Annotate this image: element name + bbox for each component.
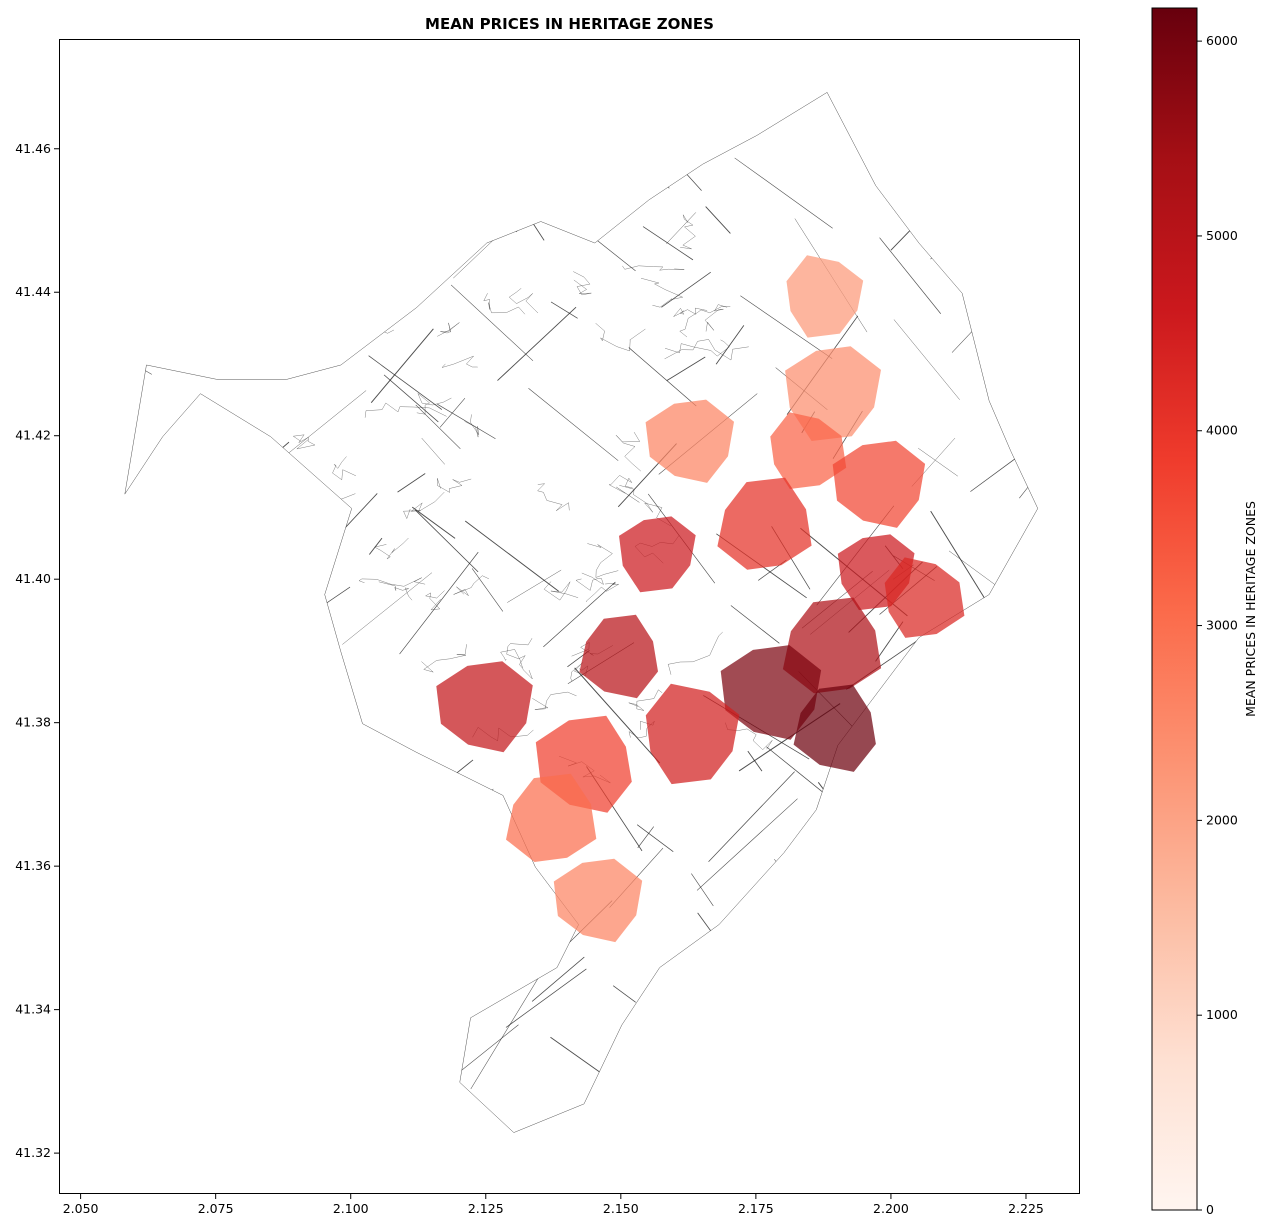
- colorbar-label: MEAN PRICES IN HERITAGE ZONES: [1243, 501, 1258, 717]
- heritage-zone: [645, 399, 734, 483]
- chart-title: MEAN PRICES IN HERITAGE ZONES: [425, 15, 714, 33]
- y-axis: 41.32 41.34 41.36 41.38 41.40 41.42 41.44 41.46: [15, 141, 59, 1160]
- colorbar-tick-label: 2000: [1206, 812, 1238, 827]
- heritage-zone: [579, 614, 658, 699]
- y-tick-label: 41.34: [15, 1002, 51, 1017]
- y-tick-label: 41.38: [15, 715, 51, 730]
- heritage-zone: [553, 858, 643, 943]
- x-tick-label: 2.225: [1008, 1201, 1044, 1216]
- heritage-zones-layer: [436, 255, 965, 943]
- y-tick-label: 41.32: [15, 1145, 51, 1160]
- y-tick-label: 41.42: [15, 428, 51, 443]
- colorbar-tick-label: 5000: [1206, 228, 1238, 243]
- heritage-zone: [720, 645, 822, 740]
- y-tick-label: 41.44: [15, 284, 51, 299]
- colorbar-tick-label: 6000: [1206, 33, 1238, 48]
- x-tick-label: 2.100: [333, 1201, 369, 1216]
- colorbar-tick-label: 0: [1206, 1202, 1214, 1217]
- x-tick-label: 2.075: [198, 1201, 234, 1216]
- x-tick-label: 2.150: [603, 1201, 639, 1216]
- y-tick-label: 41.46: [15, 141, 51, 156]
- y-tick-label: 41.36: [15, 858, 51, 873]
- heritage-zone: [786, 255, 864, 338]
- heritage-zone: [619, 516, 696, 593]
- heritage-zone: [717, 477, 812, 570]
- heritage-zone: [884, 557, 965, 638]
- heritage-zone: [832, 440, 926, 528]
- heritage-zone: [645, 683, 740, 785]
- x-tick-label: 2.200: [873, 1201, 909, 1216]
- colorbar-tick-label: 1000: [1206, 1007, 1238, 1022]
- colorbar: [1151, 7, 1198, 1211]
- x-tick-label: 2.175: [738, 1201, 774, 1216]
- x-axis: 2.050 2.075 2.100 2.125 2.150 2.175 2.200 2.225: [63, 1194, 1044, 1216]
- colorbar-tick-label: 4000: [1206, 423, 1238, 438]
- x-tick-label: 2.125: [468, 1201, 504, 1216]
- heritage-zone: [436, 661, 533, 753]
- heritage-zone: [506, 773, 597, 862]
- map-plot-area: [59, 39, 1080, 1194]
- colorbar-ticks: 0 1000 2000 3000 4000 5000 6000: [1197, 33, 1238, 1217]
- heritage-zone: [770, 412, 847, 489]
- heritage-zone: [793, 684, 876, 772]
- y-tick-label: 41.40: [15, 571, 51, 586]
- colorbar-tick-label: 3000: [1206, 618, 1238, 633]
- x-tick-label: 2.050: [63, 1201, 99, 1216]
- map-canvas: [124, 92, 1039, 1133]
